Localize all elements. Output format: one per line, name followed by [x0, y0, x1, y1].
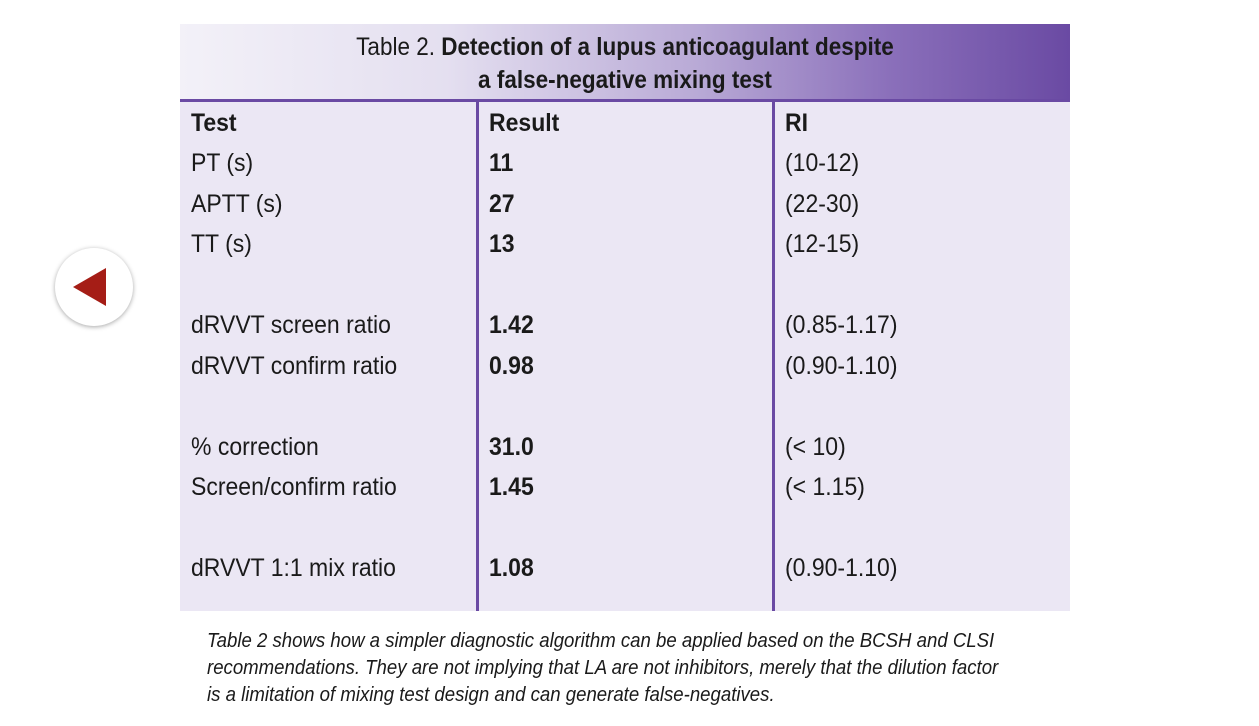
row-result: 1.42 — [489, 311, 534, 339]
row-ri: (0.85-1.17) — [785, 311, 898, 339]
row-test: Screen/confirm ratio — [191, 473, 397, 501]
row-ri: (10-12) — [785, 149, 860, 177]
row-ri: (< 1.15) — [785, 473, 865, 501]
row-test: % correction — [191, 433, 319, 461]
row-ri: (< 10) — [785, 433, 846, 461]
caption-line-3: is a limitation of mixing test design an… — [207, 684, 775, 706]
table-title-line-1: Table 2. Detection of a lupus anticoagul… — [225, 32, 1026, 62]
column-divider-2 — [772, 102, 775, 611]
table-title-line-2: a false-negative mixing test — [478, 66, 772, 94]
caption-line-2: recommendations. They are not implying t… — [207, 657, 999, 679]
caption-line-1: Table 2 shows how a simpler diagnostic a… — [207, 630, 995, 652]
results-table: Table 2. Detection of a lupus anticoagul… — [180, 24, 1070, 611]
row-result: 13 — [489, 230, 515, 258]
row-test: dRVVT confirm ratio — [191, 352, 398, 380]
row-test: TT (s) — [191, 230, 252, 258]
column-divider-1 — [476, 102, 479, 611]
row-ri: (12-15) — [785, 230, 860, 258]
row-ri: (22-30) — [785, 190, 860, 218]
header-test: Test — [191, 109, 237, 137]
row-result: 27 — [489, 190, 515, 218]
row-result: 1.08 — [489, 554, 534, 582]
title-divider — [180, 99, 1070, 102]
row-test: dRVVT 1:1 mix ratio — [191, 554, 396, 582]
row-result: 31.0 — [489, 433, 534, 461]
table-number: Table 2. — [356, 33, 435, 61]
table-caption: Table 2 shows how a simpler diagnostic a… — [207, 628, 1016, 709]
row-ri: (0.90-1.10) — [785, 352, 898, 380]
row-test: APTT (s) — [191, 190, 283, 218]
back-button[interactable] — [55, 248, 133, 326]
left-arrow-icon — [73, 268, 106, 306]
row-ri: (0.90-1.10) — [785, 554, 898, 582]
header-ri: RI — [785, 109, 808, 137]
row-result: 1.45 — [489, 473, 534, 501]
row-test: dRVVT screen ratio — [191, 311, 391, 339]
table-title-bar: Table 2. Detection of a lupus anticoagul… — [180, 24, 1070, 100]
header-result: Result — [489, 109, 560, 137]
row-result: 0.98 — [489, 352, 534, 380]
table-title-bold: Detection of a lupus anticoagulant despi… — [441, 33, 894, 61]
row-test: PT (s) — [191, 149, 254, 177]
row-result: 11 — [489, 149, 514, 177]
